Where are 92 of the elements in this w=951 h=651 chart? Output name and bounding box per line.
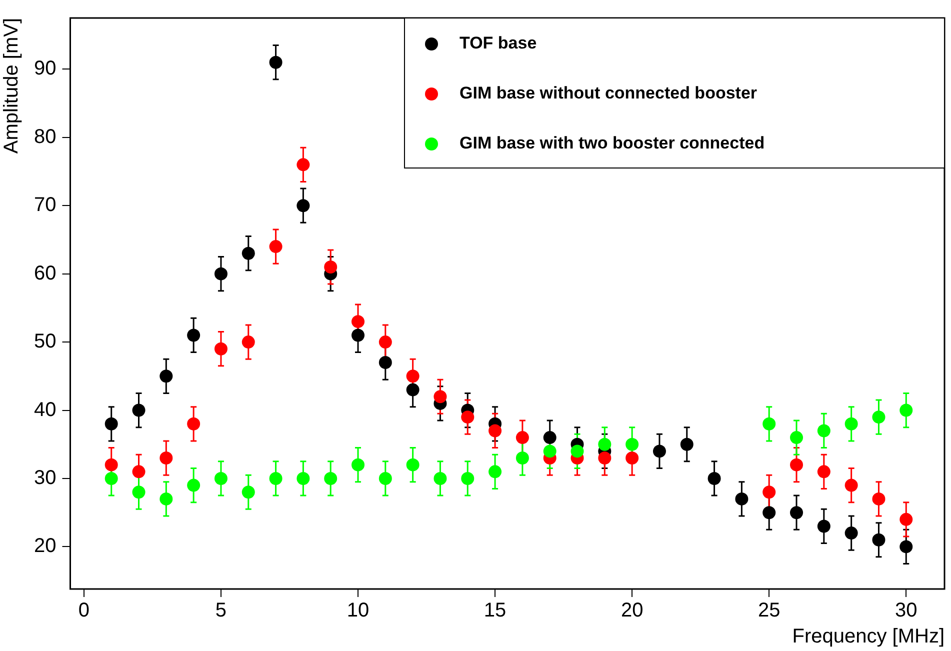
point [516,452,529,465]
x-tick-label: 15 [484,600,506,622]
point [900,512,913,526]
point [269,56,282,69]
point [187,417,200,430]
point [790,431,804,444]
point [844,417,858,430]
x-tick-label: 0 [78,600,90,622]
point [762,417,776,430]
point [543,444,556,458]
point [132,404,146,417]
point [872,410,886,424]
point [160,492,173,506]
point [461,410,474,424]
point [269,472,282,485]
point [378,472,392,485]
point [104,417,118,430]
point [626,438,639,451]
point [817,424,830,438]
y-tick-label: 80 [34,126,56,148]
point [461,472,474,485]
point [132,465,146,478]
x-tick-label: 5 [215,600,227,622]
point [104,472,118,485]
y-tick-label: 50 [34,330,56,353]
point [488,424,502,438]
point [872,533,886,546]
point [817,520,830,533]
x-tick-label: 30 [895,600,918,622]
point [242,246,255,260]
point [762,486,776,499]
y-tick-label: 40 [34,398,56,421]
point [872,492,886,506]
point [324,472,338,485]
point [900,404,913,417]
point [269,240,282,254]
point [844,526,858,540]
x-tick-label: 25 [758,600,780,622]
point [187,328,200,342]
point [214,342,228,356]
point [598,438,612,451]
point [762,506,776,520]
point [900,540,913,554]
legend-label: TOF base [460,34,537,53]
point [543,431,556,444]
point [160,452,173,465]
point [570,444,584,458]
point [104,458,118,472]
y-axis-title: Amplitude [mV] [0,18,23,154]
point [817,465,830,478]
point [516,431,529,444]
point [352,328,365,342]
point [680,438,694,451]
point [434,472,447,485]
point [406,370,420,383]
point [434,390,447,404]
y-tick-label: 60 [34,262,56,284]
point [324,260,338,274]
point [296,158,310,172]
y-tick-label: 70 [34,194,56,216]
point [296,199,310,212]
point [378,336,392,349]
point [790,458,804,472]
point [378,356,392,370]
x-tick-label: 10 [346,600,370,622]
point [735,492,748,506]
legend-label: GIM base without connected booster [460,84,758,103]
point [790,506,804,520]
point [160,370,173,383]
point [598,452,612,465]
x-axis-title: Frequency [MHz] [792,626,944,648]
point [352,458,365,472]
legend-label: GIM base with two booster connected [460,134,765,153]
point [626,452,639,465]
y-tick-label: 90 [34,58,56,80]
point [214,267,228,280]
point [187,478,200,492]
y-tick-label: 30 [34,467,56,489]
point [844,478,858,492]
point [406,383,420,396]
point [214,472,228,485]
point [242,336,255,349]
point [132,486,146,499]
point [352,315,365,328]
y-tick-label: 20 [34,535,56,558]
point [488,465,502,478]
x-tick-label: 20 [620,600,644,622]
point [242,486,255,499]
point [406,458,420,472]
point [296,472,310,485]
point [708,472,721,485]
point [652,444,666,458]
